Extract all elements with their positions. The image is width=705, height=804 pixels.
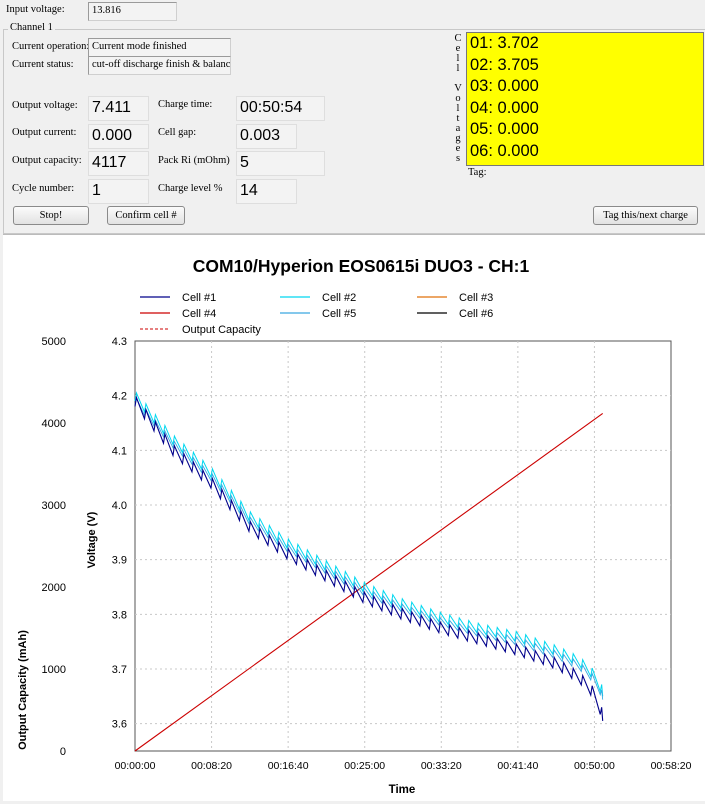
- cell-gap-field: 0.003: [236, 124, 297, 149]
- capacity-tick-label: 5000: [42, 336, 66, 348]
- chart-panel: COM10/Hyperion EOS0615i DUO3 - CH:1 Cell…: [3, 234, 705, 801]
- voltage-tick-label: 4.3: [112, 336, 127, 348]
- voltage-capacity-chart: COM10/Hyperion EOS0615i DUO3 - CH:1 Cell…: [17, 256, 692, 796]
- output-voltage-label: Output voltage:: [12, 100, 78, 111]
- legend-label: Cell #2: [322, 292, 356, 304]
- pack-ri-label: Pack Ri (mOhm): [158, 155, 230, 166]
- channel-group: [3, 29, 705, 234]
- vertical-label-char: [452, 72, 464, 82]
- vertical-label-char: V: [454, 83, 462, 94]
- output-current-label: Output current:: [12, 127, 77, 138]
- voltage-tick-label: 3.6: [112, 719, 127, 731]
- voltage-tick-label: 3.7: [112, 664, 127, 676]
- input-voltage-field: 13.816: [88, 2, 177, 21]
- x-tick-label: 00:08:20: [191, 760, 232, 772]
- pack-ri-field: 5: [236, 151, 325, 176]
- capacity-tick-label: 3000: [42, 500, 66, 512]
- vertical-label-char: o: [455, 93, 461, 104]
- capacity-tick-label: 0: [60, 746, 66, 758]
- x-tick-label: 00:58:20: [651, 760, 692, 772]
- voltage-tick-label: 4.1: [112, 445, 127, 457]
- vertical-label-char: C: [454, 33, 462, 44]
- voltage-tick-label: 3.9: [112, 555, 127, 567]
- x-tick-label: 00:16:40: [268, 760, 309, 772]
- voltage-tick-label: 4.0: [112, 500, 127, 512]
- plot-area: [134, 340, 672, 752]
- chart-title: COM10/Hyperion EOS0615i DUO3 - CH:1: [193, 256, 530, 276]
- charge-level-label: Charge level %: [158, 183, 223, 194]
- x-tick-label: 00:41:40: [497, 760, 538, 772]
- vertical-label-char: g: [455, 133, 461, 144]
- series-cell-1: [134, 395, 604, 721]
- cell-voltage-row: 04: 0.000: [470, 98, 539, 117]
- series-cell-2: [134, 391, 604, 697]
- voltage-tick-label: 3.8: [112, 609, 127, 621]
- channel-group-label: Channel 1: [8, 22, 55, 33]
- cell-voltage-row: 01: 3.702: [470, 34, 539, 52]
- right-axis-label: Voltage (V): [86, 511, 98, 568]
- chart-ticks: 00:00:00 00:08:20 00:16:40 00:25:00 00:33:20…: [42, 336, 692, 772]
- tag-charge-button[interactable]: Tag this/next charge: [593, 206, 698, 225]
- output-voltage-field: 7.411: [88, 96, 149, 121]
- current-operation-label: Current operation:: [12, 41, 90, 52]
- capacity-tick-label: 4000: [42, 418, 66, 430]
- tag-label: Tag:: [468, 167, 487, 178]
- output-current-field: 0.000: [88, 124, 149, 149]
- legend-label: Cell #4: [182, 308, 216, 320]
- current-operation-field: Current mode finished: [88, 38, 231, 57]
- legend-label: Cell #3: [459, 292, 493, 304]
- vertical-label-char: l: [456, 103, 460, 114]
- charge-level-field: 14: [236, 179, 297, 204]
- capacity-tick-label: 2000: [42, 582, 66, 594]
- series-output-capacity: [134, 412, 604, 752]
- series-cell-5: [134, 397, 604, 700]
- vertical-label-char: e: [455, 143, 461, 154]
- cell-voltages-box: 01: 3.702 02: 3.705 03: 0.000 04: 0.000 …: [466, 32, 704, 166]
- x-tick-label: 00:50:00: [574, 760, 615, 772]
- cell-voltage-row: 02: 3.705: [470, 55, 539, 74]
- vertical-label-char: t: [456, 113, 460, 124]
- output-capacity-label: Output capacity:: [12, 155, 82, 166]
- chart-legend: Cell #1 Cell #2 Cell #3 Cell #4 Cell #5 Cell …: [140, 292, 493, 336]
- cell-voltage-row: 03: 0.000: [470, 77, 539, 95]
- cell-voltage-row: 05: 0.000: [470, 120, 539, 138]
- cell-gap-label: Cell gap:: [158, 127, 197, 138]
- stop-button[interactable]: Stop!: [13, 206, 89, 225]
- confirm-cell-button[interactable]: Confirm cell #: [107, 206, 185, 225]
- vertical-label-char: l: [456, 63, 460, 74]
- legend-label: Cell #6: [459, 308, 493, 320]
- legend-label: Output Capacity: [182, 324, 261, 336]
- left-axis-label: Output Capacity (mAh): [17, 630, 29, 750]
- x-tick-label: 00:25:00: [344, 760, 385, 772]
- vertical-label-char: s: [455, 153, 461, 164]
- current-status-field: cut-off discharge finish & balance: [88, 56, 231, 75]
- x-tick-label: 00:33:20: [421, 760, 462, 772]
- output-capacity-field: 4117: [88, 151, 149, 176]
- legend-label: Cell #1: [182, 292, 216, 304]
- x-axis-label: Time: [389, 784, 416, 796]
- charge-time-label: Charge time:: [158, 99, 213, 110]
- current-status-label: Current status:: [12, 59, 74, 70]
- vertical-label-char: l: [456, 53, 460, 64]
- legend-label: Cell #5: [322, 308, 356, 320]
- vertical-label-char: e: [455, 43, 461, 54]
- cell-voltage-row: 06: 0.000: [470, 141, 539, 160]
- chart-lines: [134, 391, 604, 752]
- input-voltage-label: Input voltage:: [6, 4, 65, 15]
- x-tick-label: 00:00:00: [115, 760, 156, 772]
- vertical-label-char: a: [455, 123, 461, 134]
- capacity-tick-label: 1000: [42, 664, 66, 676]
- cycle-number-label: Cycle number:: [12, 183, 75, 194]
- voltage-tick-label: 4.2: [112, 391, 127, 403]
- cycle-number-field: 1: [88, 179, 149, 204]
- charge-time-field: 00:50:54: [236, 96, 325, 121]
